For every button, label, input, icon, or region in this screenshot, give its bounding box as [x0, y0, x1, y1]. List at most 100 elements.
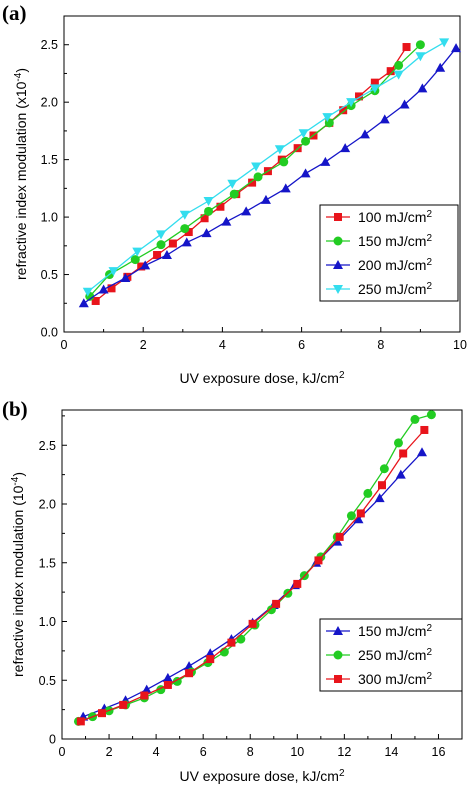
- legend-label-superscript: 2: [426, 257, 432, 268]
- series-1: [85, 40, 425, 301]
- y-tick-label: 2.0: [41, 96, 58, 110]
- y-axis-label-superscript: -4: [10, 476, 21, 485]
- x-tick-label: 10: [453, 338, 467, 352]
- y-axis-label: refractive index modulation (x10-4): [13, 68, 30, 280]
- x-tick-label: 0: [61, 338, 68, 352]
- data-point: [301, 136, 311, 146]
- data-point: [168, 239, 177, 248]
- x-tick-label: 6: [298, 338, 305, 352]
- legend-label: 100 mJ/cm2: [358, 209, 432, 226]
- y-tick-label: 0.5: [41, 268, 58, 282]
- data-point: [322, 113, 333, 123]
- data-point: [393, 438, 403, 448]
- data-point: [119, 700, 128, 709]
- data-point: [356, 509, 365, 518]
- legend-label-text: 250 mJ/cm: [358, 281, 426, 297]
- data-point: [402, 43, 411, 52]
- y-tick-label: 1.0: [39, 615, 56, 629]
- data-point: [353, 514, 364, 524]
- data-point: [417, 83, 428, 93]
- data-point: [137, 262, 146, 271]
- legend-label-text: 100 mJ/cm: [358, 209, 426, 225]
- data-point: [451, 43, 462, 53]
- x-tick-label: 12: [337, 745, 351, 759]
- data-point: [206, 655, 215, 664]
- data-point: [280, 183, 291, 193]
- y-tick-label: 0.0: [41, 326, 58, 340]
- legend-label-text: 150 mJ/cm: [358, 623, 426, 639]
- data-point: [181, 237, 192, 247]
- data-point: [98, 284, 109, 294]
- legend-label: 150 mJ/cm2: [358, 623, 432, 640]
- data-point: [370, 78, 379, 87]
- data-point: [359, 129, 370, 139]
- y-axis-label-end: ): [13, 68, 29, 73]
- legend-label-text: 200 mJ/cm: [358, 257, 426, 273]
- legend-label: 250 mJ/cm2: [358, 281, 432, 298]
- x-tick-label: 4: [153, 745, 160, 759]
- data-point: [251, 162, 262, 172]
- data-point: [221, 216, 232, 226]
- legend-marker: [333, 260, 343, 269]
- data-point: [374, 493, 385, 503]
- data-point: [185, 669, 194, 678]
- legend-marker: [333, 285, 343, 294]
- x-tick-label: 8: [377, 338, 384, 352]
- data-point: [179, 210, 190, 220]
- x-tick-label: 10: [290, 745, 304, 759]
- data-point: [399, 99, 410, 109]
- data-point: [227, 638, 236, 647]
- legend-label-superscript: 2: [426, 209, 432, 220]
- series-3: [82, 38, 450, 297]
- data-point: [236, 634, 246, 644]
- x-tick-label: 14: [384, 745, 398, 759]
- x-tick-label: 8: [247, 745, 254, 759]
- data-point: [435, 62, 446, 72]
- y-tick-label: 2.5: [41, 38, 58, 52]
- legend-label: 150 mJ/cm2: [358, 233, 432, 250]
- x-axis-label-text: UV exposure dose, kJ/cm: [179, 370, 339, 386]
- series-2: [76, 425, 429, 726]
- data-point: [346, 98, 357, 108]
- legend-label-text: 250 mJ/cm: [358, 647, 426, 663]
- data-point: [200, 214, 209, 223]
- data-point: [386, 67, 395, 76]
- data-point: [378, 481, 386, 490]
- legend-marker: [334, 675, 342, 683]
- panel-label-b: (b): [2, 397, 28, 421]
- data-point: [141, 684, 152, 694]
- data-point: [320, 156, 331, 166]
- data-point: [415, 52, 426, 62]
- panel-label-a: (a): [2, 1, 27, 25]
- plot-frame: [61, 409, 463, 740]
- data-point: [82, 287, 93, 297]
- data-point: [132, 247, 143, 257]
- x-axis-label: UV exposure dose, kJ/cm2: [179, 370, 345, 387]
- data-point: [279, 157, 289, 167]
- y-tick-label: 1.0: [41, 211, 58, 225]
- series-line: [87, 41, 445, 293]
- legend-label-superscript: 2: [426, 623, 432, 634]
- data-point: [156, 240, 166, 250]
- legend-marker: [333, 650, 343, 660]
- data-point: [335, 532, 344, 541]
- data-point: [76, 717, 85, 726]
- legend-label: 200 mJ/cm2: [358, 257, 432, 274]
- data-point: [274, 145, 285, 155]
- data-point: [91, 296, 100, 305]
- data-point: [78, 298, 89, 308]
- legend-label-superscript: 2: [426, 281, 432, 292]
- legend-label-text: 300 mJ/cm: [358, 671, 426, 687]
- data-point: [98, 709, 106, 718]
- y-axis-label-text: refractive index modulation (x10: [13, 81, 29, 280]
- data-point: [253, 172, 263, 182]
- data-point: [363, 488, 373, 498]
- data-point: [203, 197, 214, 207]
- data-point: [153, 251, 162, 260]
- x-axis-label-superscript: 2: [339, 768, 345, 779]
- data-point: [346, 511, 356, 521]
- data-point: [227, 179, 238, 189]
